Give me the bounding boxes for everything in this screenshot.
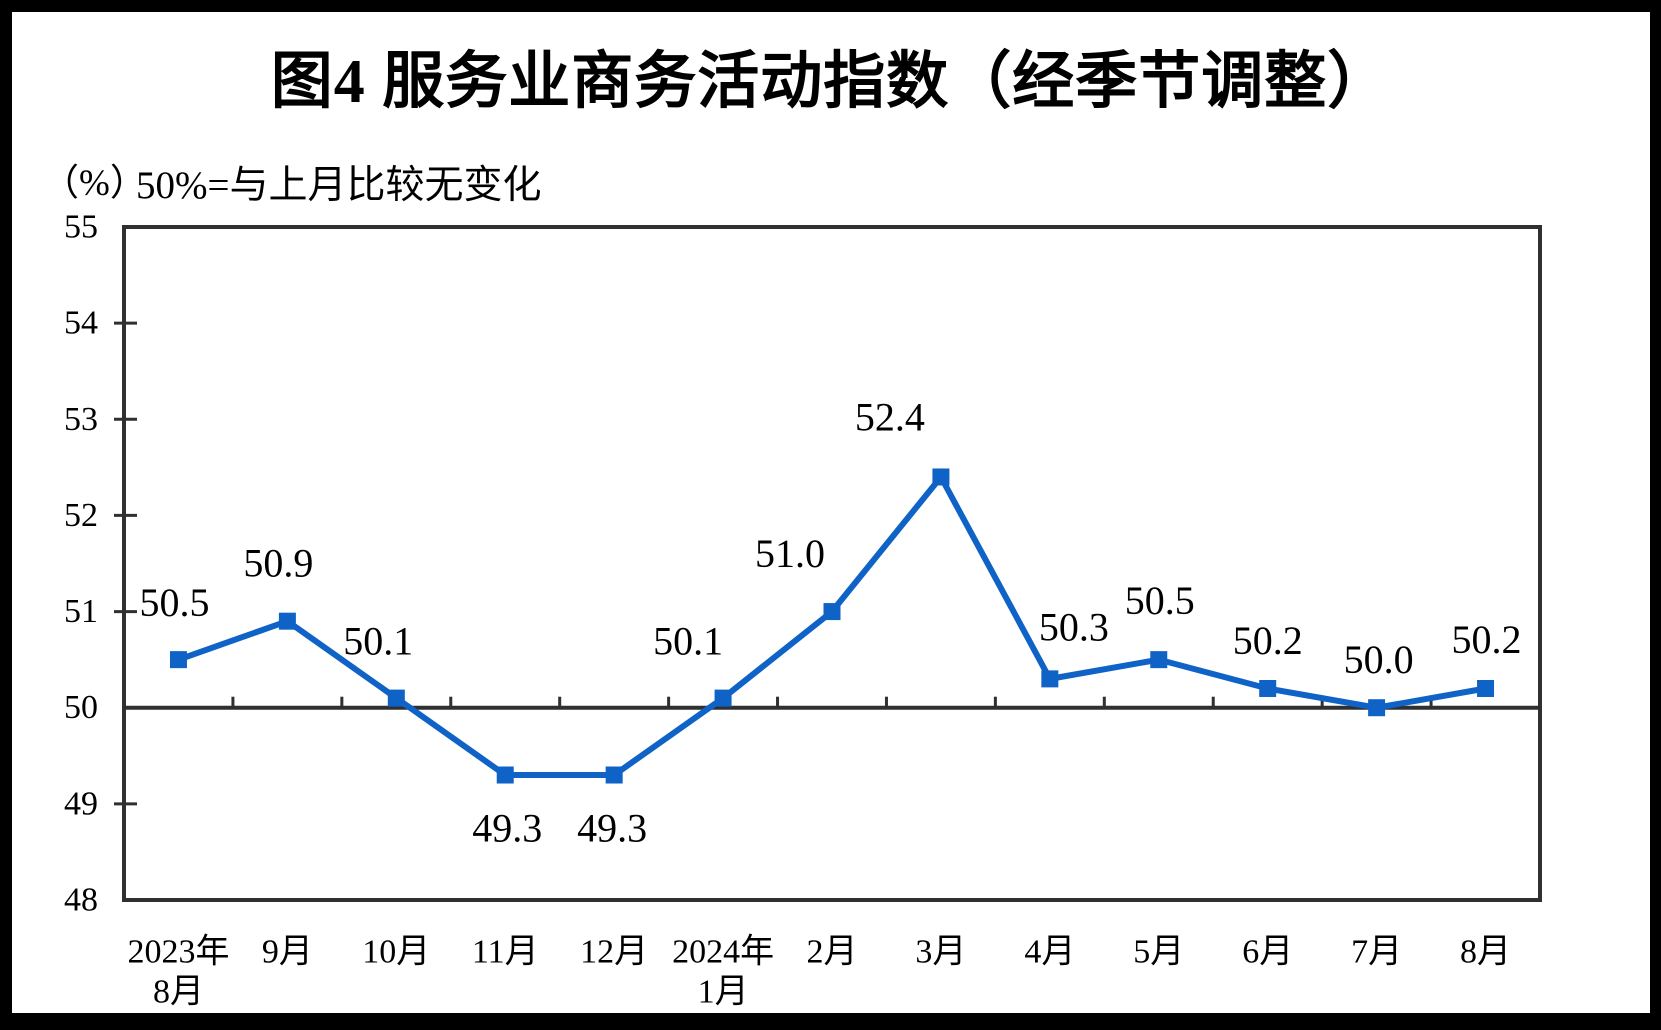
- data-point-marker: [278, 612, 296, 630]
- data-point-label: 50.3: [1039, 604, 1109, 649]
- data-point-label: 50.5: [139, 580, 209, 625]
- data-point-label: 50.0: [1344, 637, 1414, 682]
- data-point-marker: [496, 766, 514, 784]
- data-point-label: 50.5: [1125, 578, 1195, 623]
- y-tick-label: 48: [64, 882, 98, 919]
- data-point-label: 50.2: [1233, 618, 1303, 663]
- data-point-marker: [1368, 699, 1386, 717]
- data-point-label: 50.1: [343, 619, 413, 664]
- x-category-label: 11月: [472, 934, 539, 971]
- y-tick-label: 50: [64, 689, 98, 726]
- x-category-label: 2月: [807, 934, 858, 971]
- x-category-label: 4月: [1024, 934, 1075, 971]
- y-tick-label: 52: [64, 497, 98, 534]
- plot-border: [122, 225, 1542, 902]
- data-point-label: 50.9: [243, 541, 313, 586]
- data-point-marker: [823, 603, 841, 621]
- y-tick-label: 49: [64, 785, 98, 822]
- baseline-note: 50%=与上月比较无变化: [136, 164, 542, 207]
- data-point-marker: [1259, 679, 1277, 697]
- data-point-label: 51.0: [755, 531, 825, 576]
- data-point-marker: [714, 689, 732, 707]
- chart-title: 图4 服务业商务活动指数（经季节调整）: [270, 48, 1391, 116]
- data-point-label: 49.3: [472, 806, 542, 851]
- data-point-marker: [1041, 670, 1059, 688]
- data-point-marker: [605, 766, 623, 784]
- x-category-label: 8月: [1460, 934, 1511, 971]
- data-point-marker: [169, 651, 187, 669]
- x-category-label: 7月: [1351, 934, 1402, 971]
- data-point-marker: [387, 689, 405, 707]
- x-category-label: 5月: [1133, 934, 1184, 971]
- data-point-marker: [1150, 651, 1168, 669]
- x-category-label: 8月: [153, 974, 204, 1011]
- x-category-label: 2023年: [127, 933, 229, 971]
- y-tick-label: 53: [64, 401, 98, 438]
- x-category-label: 3月: [915, 934, 966, 971]
- x-category-label: 1月: [698, 974, 749, 1011]
- y-tick-label: 54: [64, 305, 98, 342]
- y-tick-label: 51: [64, 593, 98, 630]
- x-category-label: 10月: [362, 934, 430, 971]
- x-category-label: 12月: [580, 934, 648, 971]
- x-category-label: 6月: [1242, 934, 1293, 971]
- data-point-marker: [1477, 679, 1495, 697]
- data-point-label: 52.4: [855, 394, 925, 439]
- data-point-label: 49.3: [577, 806, 647, 851]
- chart-canvas: [12, 12, 1650, 1013]
- data-point-label: 50.2: [1452, 617, 1522, 662]
- x-category-label: 2024年: [672, 933, 774, 971]
- x-category-label: 9月: [262, 934, 313, 971]
- y-tick-label: 55: [64, 209, 98, 246]
- data-point-label: 50.1: [653, 619, 723, 664]
- data-point-marker: [932, 468, 950, 486]
- y-axis-unit-label: （%）: [42, 163, 147, 204]
